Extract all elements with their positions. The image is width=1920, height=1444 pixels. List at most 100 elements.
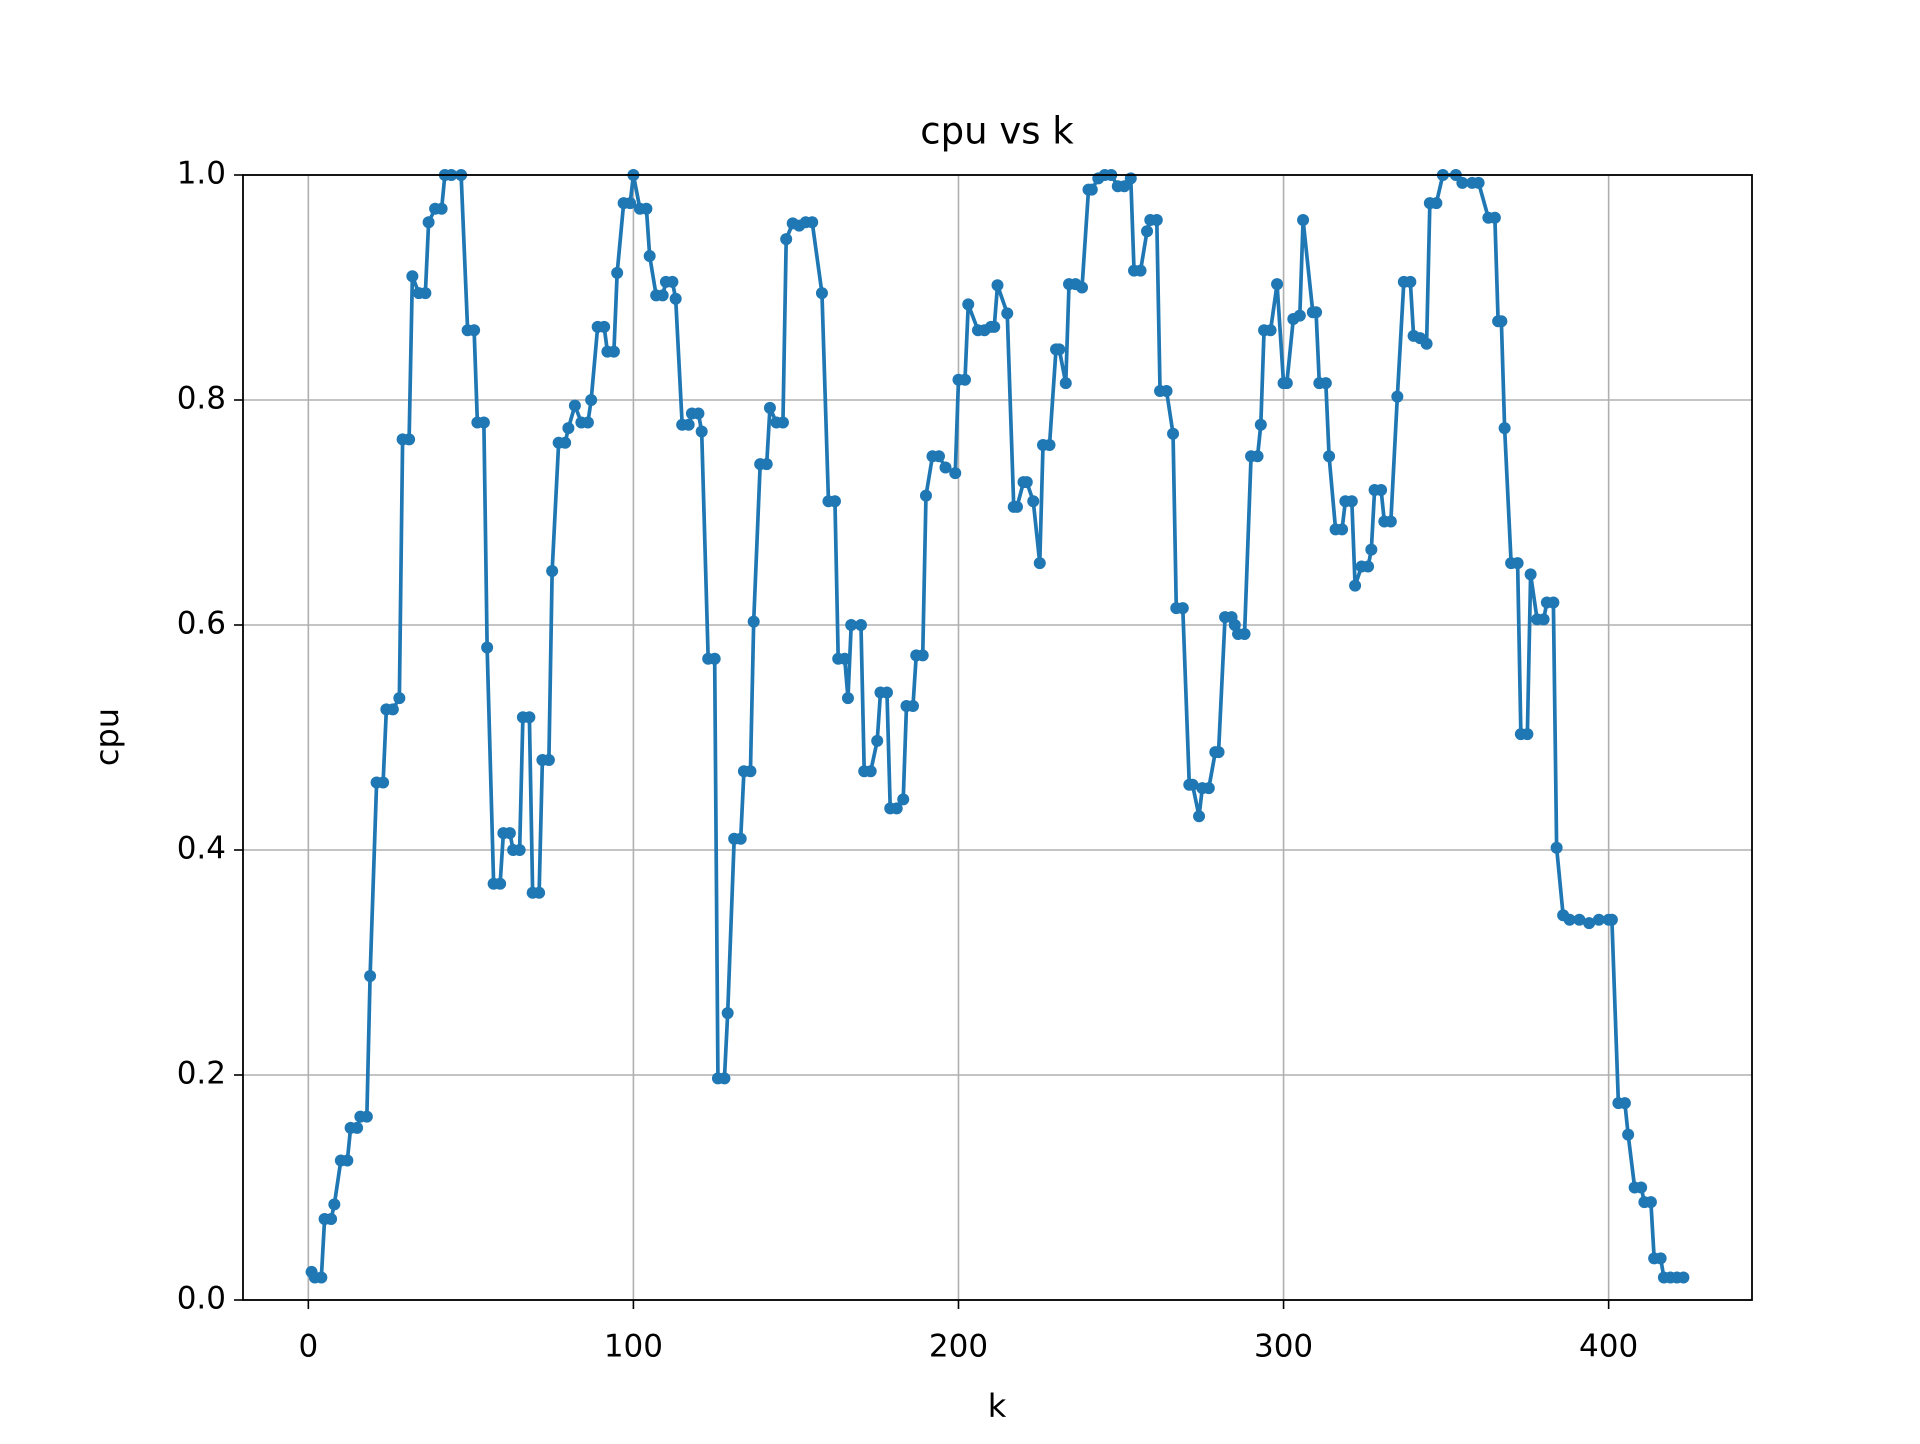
- data-point: [988, 320, 1001, 333]
- data-point: [1547, 596, 1560, 609]
- data-point: [568, 399, 581, 412]
- y-tick-label: 0.4: [177, 831, 226, 867]
- data-point: [841, 692, 854, 705]
- data-point: [481, 641, 494, 654]
- data-point: [1550, 841, 1563, 854]
- data-point: [325, 1213, 338, 1225]
- data-point: [1618, 1097, 1631, 1110]
- data-point: [682, 418, 695, 431]
- data-point: [542, 754, 555, 766]
- data-point: [1228, 619, 1241, 631]
- data-point: [1573, 913, 1586, 926]
- data-point: [845, 619, 858, 631]
- data-point: [1495, 315, 1508, 328]
- x-tick-label: 0: [298, 1329, 318, 1365]
- axes-frame: [242, 174, 1753, 1301]
- data-point: [1027, 495, 1040, 508]
- data-point: [890, 802, 903, 815]
- data-point: [386, 703, 399, 716]
- data-point: [1375, 484, 1388, 496]
- data-point: [864, 765, 877, 778]
- data-point: [377, 776, 390, 789]
- data-point: [1076, 281, 1089, 294]
- data-point: [1264, 324, 1277, 337]
- data-point: [1193, 810, 1206, 823]
- x-tick-label: 200: [929, 1329, 988, 1365]
- data-point: [656, 289, 669, 302]
- data-point: [744, 765, 757, 778]
- data-point: [695, 425, 708, 438]
- data-point: [854, 619, 867, 631]
- data-point: [1134, 264, 1147, 277]
- data-point: [393, 692, 406, 705]
- data-point: [1537, 613, 1550, 626]
- data-point: [776, 416, 789, 429]
- data-point: [1001, 307, 1014, 320]
- data-point: [1150, 214, 1163, 226]
- data-point: [1488, 211, 1501, 224]
- data-point: [328, 1198, 341, 1211]
- data-point: [581, 416, 594, 429]
- data-point: [1563, 913, 1576, 926]
- x-tick-label: 100: [604, 1329, 663, 1365]
- data-point: [1293, 309, 1306, 322]
- data-point: [1176, 602, 1189, 615]
- data-point: [643, 250, 656, 262]
- data-point: [1677, 1271, 1690, 1284]
- data-point: [406, 270, 419, 283]
- data-point: [669, 292, 682, 305]
- data-point: [585, 394, 598, 406]
- data-point: [1271, 278, 1284, 291]
- data-point: [513, 844, 526, 856]
- data-point: [1524, 568, 1537, 581]
- data-point: [1238, 628, 1251, 640]
- data-point: [763, 401, 776, 414]
- data-point: [1141, 225, 1154, 238]
- data-point: [341, 1154, 354, 1167]
- data-point: [1404, 275, 1417, 288]
- data-point: [815, 287, 828, 300]
- data-point: [1583, 917, 1596, 930]
- data-point: [1622, 1128, 1635, 1141]
- data-point: [721, 1007, 734, 1020]
- data-point: [1280, 377, 1293, 390]
- data-point: [1336, 523, 1349, 536]
- data-point: [523, 711, 536, 724]
- data-point: [949, 467, 962, 480]
- data-point: [1319, 377, 1332, 390]
- data-point: [468, 324, 481, 337]
- data-point: [880, 686, 893, 699]
- data-point: [1254, 418, 1267, 431]
- chart-title: cpu vs k: [920, 110, 1074, 153]
- data-point: [435, 202, 448, 215]
- data-point: [1085, 183, 1098, 196]
- data-point: [611, 266, 624, 279]
- data-point: [598, 320, 611, 333]
- data-point: [607, 345, 620, 358]
- data-point: [1297, 214, 1310, 226]
- plot-area: [305, 169, 1690, 1284]
- y-tick-label: 1.0: [177, 156, 226, 192]
- data-point: [1635, 1181, 1648, 1194]
- data-point: [958, 373, 971, 386]
- data-point: [828, 495, 841, 508]
- data-point: [1498, 422, 1511, 435]
- data-point: [939, 461, 952, 474]
- data-point: [562, 422, 575, 435]
- data-point: [477, 416, 490, 429]
- data-point: [991, 279, 1004, 292]
- data-point: [1202, 782, 1215, 795]
- y-axis-label: cpu: [88, 708, 126, 766]
- data-point: [1251, 450, 1264, 463]
- data-point: [364, 970, 377, 982]
- data-point: [315, 1271, 328, 1284]
- data-point: [1430, 197, 1443, 210]
- data-point: [1011, 500, 1024, 513]
- data-point: [533, 886, 546, 899]
- x-axis-label: k: [988, 1387, 1007, 1425]
- data-point: [1521, 728, 1534, 741]
- y-tick-label: 0.8: [177, 381, 226, 417]
- data-point: [1420, 337, 1433, 350]
